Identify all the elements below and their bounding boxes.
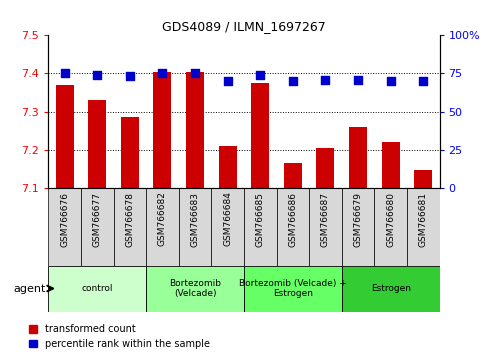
Bar bbox=[382, 142, 399, 188]
Text: Estrogen: Estrogen bbox=[370, 284, 411, 293]
Text: GSM766682: GSM766682 bbox=[158, 192, 167, 246]
Bar bbox=[244, 266, 342, 312]
Point bbox=[224, 78, 231, 84]
Bar bbox=[146, 188, 179, 266]
Point bbox=[191, 70, 199, 76]
Text: GSM766680: GSM766680 bbox=[386, 192, 395, 246]
Point bbox=[289, 78, 297, 84]
Legend: transformed count, percentile rank within the sample: transformed count, percentile rank withi… bbox=[29, 324, 210, 349]
Point bbox=[61, 70, 69, 76]
Text: GSM766679: GSM766679 bbox=[354, 192, 363, 246]
Bar bbox=[309, 188, 342, 266]
Text: GSM766677: GSM766677 bbox=[93, 192, 102, 246]
Bar bbox=[414, 171, 432, 188]
Text: GSM766681: GSM766681 bbox=[419, 192, 428, 246]
Text: GSM766683: GSM766683 bbox=[190, 192, 199, 246]
Bar bbox=[316, 148, 334, 188]
Bar bbox=[349, 127, 367, 188]
Point bbox=[387, 78, 395, 84]
Bar bbox=[179, 188, 212, 266]
Text: GSM766678: GSM766678 bbox=[125, 192, 134, 246]
Text: GSM766684: GSM766684 bbox=[223, 192, 232, 246]
Point bbox=[158, 70, 166, 76]
Point bbox=[354, 77, 362, 82]
Bar bbox=[219, 146, 237, 188]
Bar bbox=[56, 85, 73, 188]
Point bbox=[93, 72, 101, 78]
Bar bbox=[244, 188, 277, 266]
Text: Bortezomib (Velcade) +
Estrogen: Bortezomib (Velcade) + Estrogen bbox=[239, 279, 347, 298]
Text: GSM766676: GSM766676 bbox=[60, 192, 69, 246]
Bar bbox=[276, 188, 309, 266]
Bar bbox=[88, 100, 106, 188]
Bar bbox=[114, 188, 146, 266]
Point bbox=[322, 77, 329, 82]
Text: GSM766687: GSM766687 bbox=[321, 192, 330, 246]
Bar bbox=[407, 188, 440, 266]
Point bbox=[256, 72, 264, 78]
Bar bbox=[251, 83, 269, 188]
Bar bbox=[186, 72, 204, 188]
Bar bbox=[342, 266, 440, 312]
Bar bbox=[48, 188, 81, 266]
Text: GSM766685: GSM766685 bbox=[256, 192, 265, 246]
Bar bbox=[154, 72, 171, 188]
Bar bbox=[212, 188, 244, 266]
Bar bbox=[81, 188, 114, 266]
Text: agent: agent bbox=[14, 284, 46, 293]
Bar bbox=[121, 117, 139, 188]
Point bbox=[419, 78, 427, 84]
Bar bbox=[48, 266, 146, 312]
Text: control: control bbox=[82, 284, 113, 293]
Title: GDS4089 / ILMN_1697267: GDS4089 / ILMN_1697267 bbox=[162, 20, 326, 33]
Text: Bortezomib
(Velcade): Bortezomib (Velcade) bbox=[169, 279, 221, 298]
Point bbox=[126, 74, 134, 79]
Bar bbox=[374, 188, 407, 266]
Bar bbox=[146, 266, 244, 312]
Bar bbox=[342, 188, 374, 266]
Bar bbox=[284, 163, 302, 188]
Text: GSM766686: GSM766686 bbox=[288, 192, 298, 246]
